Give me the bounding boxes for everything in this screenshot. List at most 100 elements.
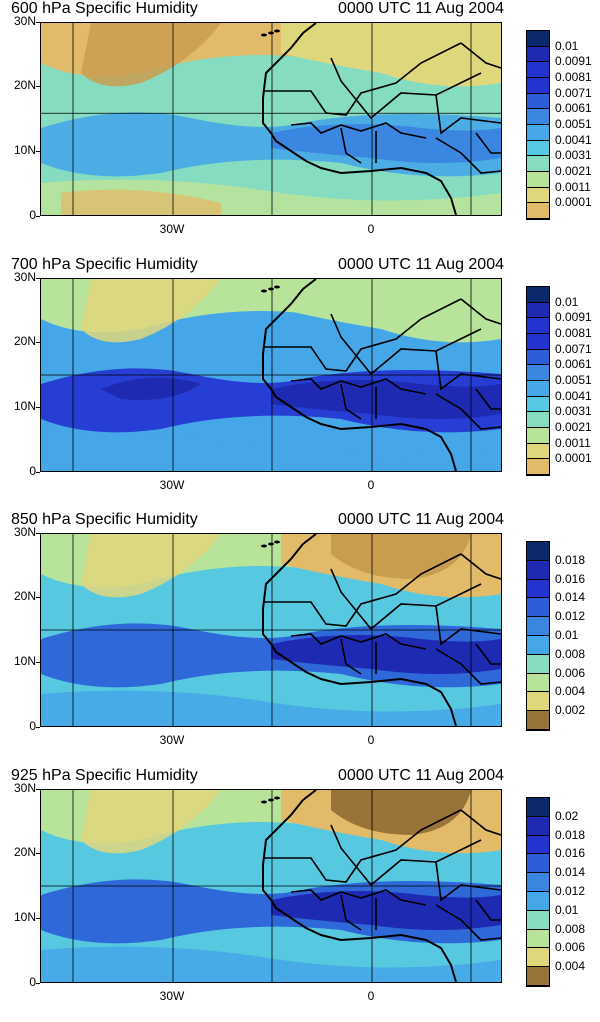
colorbar-label: 0.0071 — [555, 341, 592, 356]
colorbar-label: 0.014 — [555, 590, 586, 605]
humidity-map — [40, 278, 502, 472]
colorbar-label: 0.012 — [555, 609, 586, 624]
colorbar-label: 0.0021 — [555, 420, 592, 434]
colorbar-box — [527, 967, 549, 986]
y-tick — [36, 278, 40, 279]
colorbar-box — [527, 318, 549, 334]
colorbar — [526, 30, 550, 220]
colorbar-label: 0.01 — [555, 294, 579, 309]
y-axis-label: 20N — [13, 589, 36, 603]
colorbar-label: 0.016 — [555, 571, 586, 586]
map-canvas — [41, 279, 501, 471]
colorbar-label: 0.0051 — [555, 117, 592, 131]
map-panel: 700 hPa Specific Humidity 0000 UTC 11 Aug… — [0, 256, 600, 511]
colorbar — [526, 541, 550, 731]
x-axis-label: 0 — [367, 733, 375, 747]
y-axis-label: 0 — [29, 464, 36, 478]
colorbar-box — [527, 187, 549, 204]
x-axis-label: 0 — [367, 989, 375, 1003]
y-tick — [36, 216, 40, 217]
y-axis-label: 0 — [29, 208, 36, 222]
colorbar-label: 0.006 — [555, 940, 586, 955]
colorbar-box — [527, 617, 549, 636]
colorbar-label: 0.004 — [555, 959, 586, 974]
colorbar-box — [527, 349, 549, 366]
y-tick — [36, 789, 40, 790]
y-tick — [36, 662, 40, 663]
y-axis-label: 0 — [29, 719, 36, 733]
x-axis-label: 30W — [159, 222, 185, 236]
colorbar-box — [527, 929, 549, 949]
panel-date: 0000 UTC 11 Aug 2004 — [337, 0, 504, 17]
y-tick — [36, 22, 40, 23]
colorbar-label: 0.0041 — [555, 388, 592, 403]
colorbar-label: 0.0031 — [555, 148, 592, 163]
colorbar-box — [527, 396, 549, 413]
colorbar-label: 0.0041 — [555, 132, 592, 147]
colorbar-box — [527, 711, 549, 730]
y-tick — [36, 918, 40, 919]
colorbar-label: 0.008 — [555, 646, 586, 661]
x-axis-label: 30W — [159, 733, 185, 747]
colorbar-box — [527, 798, 549, 817]
colorbar-box — [527, 428, 549, 444]
colorbar-box — [527, 109, 549, 125]
colorbar-box — [527, 78, 549, 94]
colorbar-box — [527, 636, 549, 655]
colorbar-label: 0.0021 — [555, 164, 592, 178]
colorbar-label: 0.01 — [555, 902, 579, 917]
colorbar-box — [527, 892, 549, 911]
colorbar-box — [527, 156, 549, 172]
map-canvas — [41, 790, 501, 982]
colorbar-label: 0.0001 — [555, 195, 592, 210]
colorbar-label: 0.0081 — [555, 326, 592, 340]
colorbar-box — [527, 443, 549, 460]
colorbar-label: 0.0061 — [555, 357, 592, 372]
colorbar-box — [527, 459, 549, 475]
panel-date: 0000 UTC 11 Aug 2004 — [337, 256, 504, 273]
colorbar-label: 0.0091 — [555, 54, 592, 69]
y-axis-label: 10N — [13, 399, 36, 413]
colorbar-label: 0.0031 — [555, 404, 592, 419]
humidity-map — [40, 22, 502, 216]
colorbar-label: 0.014 — [555, 865, 586, 880]
map-canvas — [41, 534, 501, 726]
colorbar-box — [527, 579, 549, 599]
map-canvas — [41, 23, 501, 215]
colorbar — [526, 797, 550, 987]
colorbar-label: 0.0061 — [555, 101, 592, 116]
colorbar-box — [527, 62, 549, 78]
colorbar-label: 0.0081 — [555, 70, 592, 84]
colorbar-label: 0.02 — [555, 808, 579, 823]
y-tick — [36, 86, 40, 87]
colorbar-label: 0.0051 — [555, 373, 592, 387]
colorbar-box — [527, 654, 549, 674]
colorbar-box — [527, 835, 549, 855]
x-axis-label: 0 — [367, 222, 375, 236]
y-axis-label: 30N — [13, 14, 36, 28]
y-axis-label: 30N — [13, 781, 36, 795]
panel-date: 0000 UTC 11 Aug 2004 — [337, 767, 504, 784]
colorbar — [526, 286, 550, 476]
colorbar-label: 0.0091 — [555, 310, 592, 325]
colorbar-label: 0.0071 — [555, 85, 592, 100]
colorbar-box — [527, 46, 549, 63]
map-panel: 925 hPa Specific Humidity 0000 UTC 11 Aug… — [0, 767, 600, 1022]
colorbar-label: 0.018 — [555, 552, 586, 567]
colorbar-box — [527, 873, 549, 892]
panel-title: 700 hPa Specific Humidity — [11, 256, 198, 273]
y-axis-label: 0 — [29, 975, 36, 989]
y-tick — [36, 472, 40, 473]
y-tick — [36, 727, 40, 728]
colorbar-box — [527, 910, 549, 930]
colorbar-box — [527, 31, 549, 47]
panel-date: 0000 UTC 11 Aug 2004 — [337, 511, 504, 528]
colorbar-label: 0.01 — [555, 628, 579, 642]
colorbar-label: 0.016 — [555, 846, 586, 861]
colorbar-label: 0.01 — [555, 38, 579, 53]
colorbar-box — [527, 365, 549, 381]
y-tick — [36, 342, 40, 343]
y-tick — [36, 853, 40, 854]
panel-title: 600 hPa Specific Humidity — [11, 0, 198, 17]
colorbar-box — [527, 948, 549, 968]
